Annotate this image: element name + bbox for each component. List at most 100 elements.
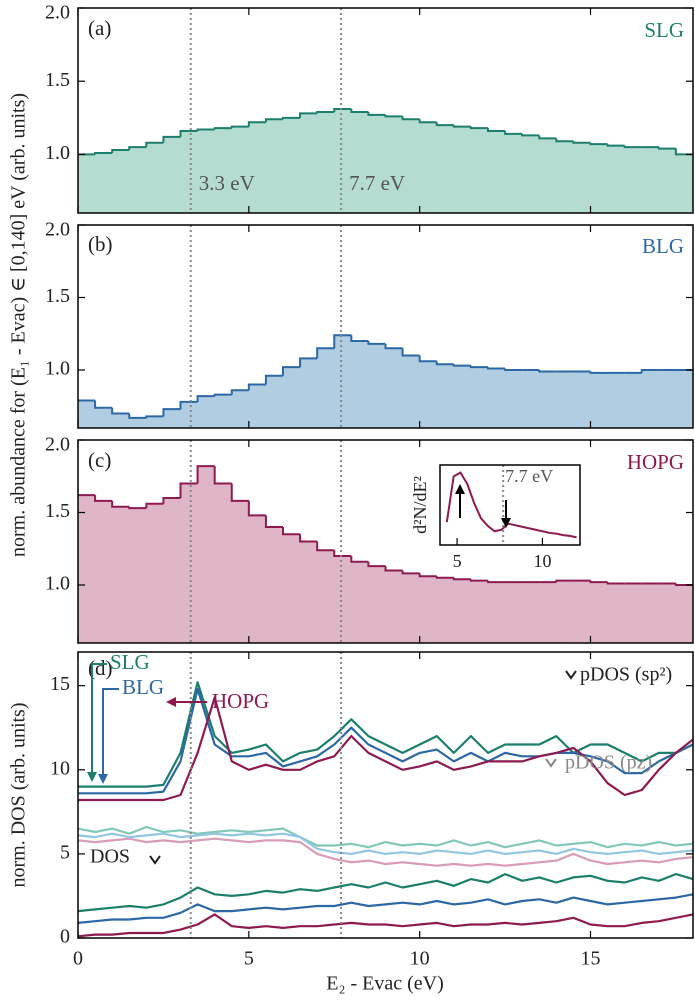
panel-label: (c) — [88, 448, 111, 472]
histogram-bar — [368, 343, 386, 428]
histogram-bar — [453, 579, 472, 643]
y-tick-label: 1.0 — [45, 142, 70, 164]
histogram-step — [469, 365, 488, 369]
histogram-bar — [436, 125, 455, 213]
histogram-step — [162, 408, 181, 417]
x-tick-label: 15 — [581, 948, 601, 970]
histogram-step — [384, 343, 403, 350]
histogram-bar — [317, 348, 335, 428]
panel-label: (b) — [88, 232, 113, 256]
histogram-step — [316, 110, 335, 114]
histogram-step — [299, 112, 318, 118]
histogram-bar — [95, 152, 113, 213]
histogram-bar — [300, 541, 318, 643]
histogram-step — [384, 114, 403, 118]
x-tick-label: 10 — [533, 551, 551, 571]
histogram-step — [350, 556, 369, 563]
arrow — [545, 758, 557, 768]
histogram-bar — [658, 370, 677, 428]
histogram-bar — [488, 582, 506, 643]
histogram-bar — [658, 148, 677, 213]
histogram-bar — [265, 375, 284, 428]
histogram-bar — [436, 577, 455, 643]
inset-line — [445, 471, 577, 539]
histogram-step — [555, 579, 574, 583]
histogram-step — [350, 109, 369, 113]
arrow — [565, 670, 577, 680]
histogram-bar — [334, 556, 352, 643]
histogram-bar — [317, 111, 335, 213]
series-label: SLG — [110, 650, 150, 674]
histogram-step — [589, 142, 608, 146]
axes-frame — [77, 7, 694, 214]
histogram-bar — [402, 573, 420, 643]
y-axis-label: norm. DOS (arb. units) — [8, 703, 30, 888]
histogram-bar — [488, 368, 506, 428]
histogram-step — [589, 580, 608, 584]
histogram-step — [282, 527, 301, 536]
histogram-bar — [470, 128, 489, 213]
histogram-bar — [539, 371, 557, 428]
series-label: BLG — [642, 234, 684, 258]
histogram-bar — [231, 390, 250, 428]
histogram-step — [247, 500, 266, 517]
histogram-bar — [334, 335, 352, 428]
histogram-step — [401, 570, 420, 575]
histogram-bar — [556, 141, 574, 213]
histogram-bar — [573, 371, 591, 428]
histogram-step — [606, 144, 625, 147]
dos-line — [78, 681, 694, 788]
histogram-bar — [351, 561, 369, 643]
histogram-step — [213, 466, 232, 485]
histogram-bar — [675, 585, 694, 643]
histogram-bar — [197, 466, 215, 643]
histogram-bar — [78, 154, 96, 213]
histogram-bar — [231, 126, 250, 213]
arrow — [91, 663, 107, 776]
arrowhead — [87, 772, 97, 782]
histogram-step — [606, 582, 625, 585]
curve-label: pDOS (pz) — [565, 752, 652, 774]
histogram-step — [128, 413, 147, 419]
histogram-step — [435, 361, 454, 366]
histogram-step — [435, 122, 454, 127]
histogram-bar — [78, 400, 96, 428]
arrow — [102, 688, 119, 778]
dos-line — [78, 687, 694, 795]
dos-line — [78, 696, 694, 802]
histogram-bar — [675, 370, 694, 428]
histogram-step — [350, 335, 369, 342]
series-label: HOPG — [627, 450, 684, 474]
series-label: HOPG — [212, 689, 269, 713]
arrow — [149, 855, 161, 865]
x-tick-label: 10 — [410, 948, 430, 970]
histogram-bar — [539, 138, 557, 213]
x-tick-label: 0 — [73, 948, 83, 970]
histogram-bar — [146, 416, 164, 428]
histogram-step — [384, 566, 403, 572]
histogram-bar — [607, 372, 625, 428]
plot-area: 3.3 eV 7.7 eV 1.0 1.5 2.0 1.0 1.5 2.0 1.0 1.5 2.0 7… — [45, 2, 694, 970]
y-tick-label: 2.0 — [45, 434, 70, 456]
histogram-bar — [505, 582, 523, 643]
histogram-bar — [283, 367, 301, 428]
histogram-step — [128, 146, 147, 151]
histogram-step — [657, 147, 676, 150]
histogram-step — [196, 395, 215, 402]
y-tick-label: 1.5 — [45, 285, 70, 307]
histogram-bar — [129, 508, 147, 643]
dos-line — [77, 893, 694, 924]
x-tick-label: 5 — [244, 948, 254, 970]
histogram-bar — [146, 503, 164, 643]
histogram-bar — [248, 122, 267, 213]
histogram-bar — [368, 114, 386, 213]
histogram-step — [196, 128, 215, 131]
curve-label: DOS — [90, 846, 130, 868]
histogram-step — [196, 465, 215, 484]
histogram-bar — [78, 495, 96, 643]
histogram-step — [213, 127, 232, 130]
histogram-step — [162, 135, 181, 143]
histogram-step — [452, 125, 471, 128]
histogram-bar — [624, 372, 643, 428]
